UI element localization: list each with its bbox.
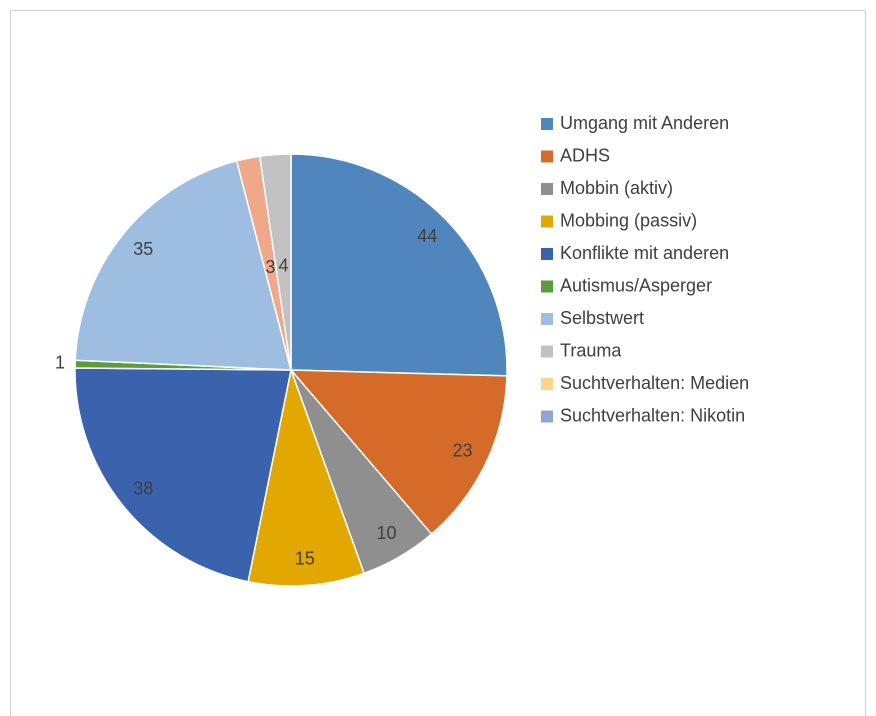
legend-swatch: [541, 248, 553, 260]
legend-swatch: [541, 118, 553, 130]
data-label: 3: [265, 257, 275, 277]
legend-swatch: [541, 313, 553, 325]
legend-swatch: [541, 378, 553, 390]
chart-frame: [10, 10, 866, 716]
legend-label: Konflikte mit anderen: [560, 243, 729, 263]
legend-swatch: [541, 215, 553, 228]
data-label: 35: [133, 239, 153, 259]
pie-slice: [289, 369, 508, 536]
legend-label: Suchtverhalten: Nikotin: [560, 405, 745, 425]
data-label: 10: [377, 523, 397, 543]
legend-swatch: [541, 345, 553, 358]
pie-slice: [247, 367, 366, 587]
data-label: 44: [417, 226, 437, 246]
data-label: 23: [453, 441, 473, 461]
legend-swatch: [541, 183, 553, 195]
data-label: 15: [295, 548, 315, 568]
legend-label: ADHS: [560, 145, 610, 165]
legend-label: Umgang mit Anderen: [560, 113, 729, 133]
pie-slice: [290, 153, 508, 377]
legend-label: Suchtverhalten: Medien: [560, 373, 749, 393]
pie-slice: [258, 153, 292, 371]
legend-label: Mobbing (passiv): [560, 210, 697, 230]
legend-swatch: [541, 150, 553, 163]
legend-label: Trauma: [560, 340, 622, 360]
legend-swatch: [541, 280, 553, 293]
data-label: 4: [278, 255, 288, 275]
legend-swatch: [541, 410, 553, 423]
pie-slice: [74, 367, 292, 583]
data-label: 1: [55, 352, 65, 372]
pie-slice: [74, 160, 292, 371]
data-label: 38: [133, 478, 153, 498]
legend-label: Autismus/Asperger: [560, 275, 712, 295]
legend-label: Mobbin (aktiv): [560, 178, 673, 198]
legend-label: Selbstwert: [560, 308, 644, 328]
